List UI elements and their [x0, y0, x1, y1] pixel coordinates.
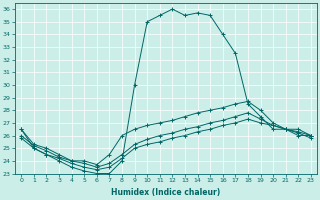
X-axis label: Humidex (Indice chaleur): Humidex (Indice chaleur): [111, 188, 221, 197]
